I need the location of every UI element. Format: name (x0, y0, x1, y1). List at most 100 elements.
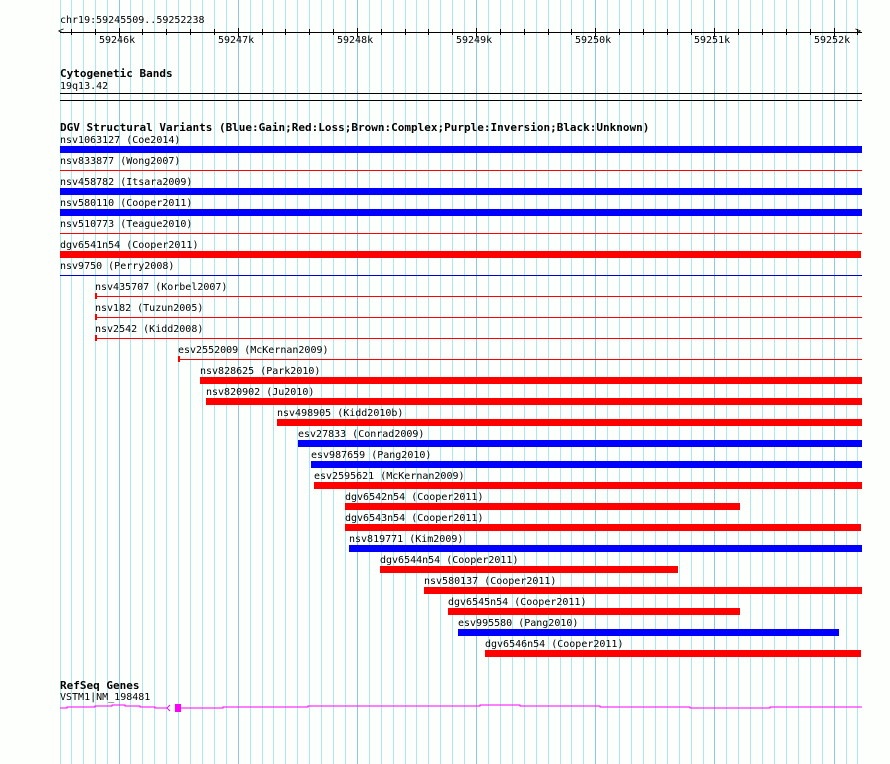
variant-label[interactable]: esv27833 (Conrad2009) (298, 429, 425, 440)
variant-bar[interactable] (60, 275, 862, 276)
ruler-tick (333, 29, 334, 35)
variant-label[interactable]: nsv435707 (Korbel2007) (95, 282, 228, 293)
variant-bar[interactable] (314, 482, 862, 489)
variant-bar[interactable] (349, 545, 862, 552)
variant-start-marker (95, 293, 97, 299)
variant-label[interactable]: nsv1063127 (Coe2014) (60, 135, 181, 146)
grid-line-minor (190, 0, 191, 764)
region-label: chr19:59245509..59252238 (60, 15, 205, 26)
grid-line-minor (71, 0, 72, 764)
variant-bar[interactable] (277, 419, 862, 426)
strand-arrow-icon (166, 704, 171, 712)
ruler-left-arrow-icon: < (58, 26, 65, 37)
ruler-axis (60, 32, 862, 33)
ruler-tick (238, 28, 239, 37)
variant-bar[interactable] (345, 503, 740, 510)
variant-bar[interactable] (60, 251, 861, 258)
variant-label[interactable]: nsv2542 (Kidd2008) (95, 324, 204, 335)
dgv-track-title: DGV Structural Variants (Blue:Gain;Red:L… (60, 121, 650, 134)
variant-label[interactable]: nsv828625 (Park2010) (200, 366, 321, 377)
variant-label[interactable]: nsv498905 (Kidd2010b) (277, 408, 404, 419)
variant-bar[interactable] (345, 524, 861, 531)
variant-label[interactable]: dgv6542n54 (Cooper2011) (345, 492, 484, 503)
ruler-tick-label: 59249k (456, 35, 493, 46)
ruler-tick (810, 29, 811, 35)
ruler-tick-label: 59247k (218, 35, 255, 46)
ruler-tick (619, 29, 620, 35)
cytoband-label: 19q13.42 (60, 81, 109, 92)
variant-bar[interactable] (95, 338, 862, 339)
variant-bar[interactable] (178, 359, 862, 360)
variant-label[interactable]: esv2552009 (McKernan2009) (178, 345, 329, 356)
variant-label[interactable]: dgv6541n54 (Cooper2011) (60, 240, 199, 251)
variant-bar[interactable] (485, 650, 861, 657)
variant-bar[interactable] (60, 209, 862, 216)
ruler-tick-label: 59252k (814, 35, 851, 46)
cytoband-line-bottom (60, 100, 862, 101)
grid-line-minor (130, 0, 131, 764)
variant-label[interactable]: nsv833877 (Wong2007) (60, 156, 181, 167)
variant-bar[interactable] (206, 398, 862, 405)
variant-bar[interactable] (448, 608, 740, 615)
variant-label[interactable]: nsv819771 (Kim2009) (349, 534, 464, 545)
variant-bar[interactable] (60, 170, 862, 171)
ruler-tick (166, 29, 167, 35)
variant-bar[interactable] (458, 629, 839, 636)
variant-label[interactable]: esv2595621 (McKernan2009) (314, 471, 465, 482)
ruler-tick (691, 29, 692, 35)
ruler-tick (762, 29, 763, 35)
variant-bar[interactable] (380, 566, 678, 573)
ruler-tick (857, 29, 858, 35)
variant-label[interactable]: nsv182 (Tuzun2005) (95, 303, 204, 314)
ruler-tick (643, 29, 644, 35)
ruler-tick (571, 29, 572, 35)
ruler-tick (524, 29, 525, 35)
grid-line-minor (107, 0, 108, 764)
variant-bar[interactable] (60, 146, 862, 153)
ruler-tick-label: 59248k (337, 35, 374, 46)
ruler-tick (357, 28, 358, 37)
variant-label[interactable]: nsv580137 (Cooper2011) (424, 576, 557, 587)
variant-start-marker (95, 335, 97, 341)
variant-label[interactable]: dgv6544n54 (Cooper2011) (380, 555, 519, 566)
grid-line-minor (154, 0, 155, 764)
ruler-tick (381, 29, 382, 35)
variant-label[interactable]: dgv6543n54 (Cooper2011) (345, 513, 484, 524)
variant-label[interactable]: nsv458782 (Itsara2009) (60, 177, 193, 188)
ruler-tick (786, 29, 787, 35)
gene-exon (175, 704, 181, 712)
ruler-tick (595, 28, 596, 37)
variant-bar[interactable] (95, 317, 862, 318)
ruler-tick (738, 29, 739, 35)
variant-bar[interactable] (311, 461, 862, 468)
ruler-right-arrow-icon: > (855, 26, 862, 37)
variant-label[interactable]: dgv6545n54 (Cooper2011) (448, 597, 587, 608)
variant-label[interactable]: esv987659 (Pang2010) (311, 450, 432, 461)
ruler-tick (452, 29, 453, 35)
grid-line-major (119, 0, 120, 764)
variant-bar[interactable] (60, 233, 862, 234)
variant-label[interactable]: nsv820902 (Ju2010) (206, 387, 315, 398)
variant-label[interactable]: esv995580 (Pang2010) (458, 618, 579, 629)
variant-label[interactable]: dgv6546n54 (Cooper2011) (485, 639, 624, 650)
variant-bar[interactable] (298, 440, 862, 447)
ruler-tick-label: 59246k (99, 35, 136, 46)
grid-line-minor (60, 0, 61, 764)
variant-bar[interactable] (200, 377, 862, 384)
variant-start-marker (178, 356, 180, 362)
variant-label[interactable]: nsv580110 (Cooper2011) (60, 198, 193, 209)
ruler-tick (142, 29, 143, 35)
ruler-tick (834, 28, 835, 37)
ruler-tick-label: 59250k (575, 35, 612, 46)
variant-label[interactable]: nsv510773 (Teague2010) (60, 219, 193, 230)
variant-start-marker (95, 314, 97, 320)
gene-model[interactable] (0, 698, 890, 718)
variant-bar[interactable] (60, 188, 862, 195)
ruler-tick (214, 29, 215, 35)
variant-bar[interactable] (95, 296, 862, 297)
variant-label[interactable]: nsv9750 (Perry2008) (60, 261, 175, 272)
gene-label[interactable]: VSTM1|NM_198481 (60, 692, 151, 703)
variant-bar[interactable] (424, 587, 862, 594)
grid-line-minor (83, 0, 84, 764)
